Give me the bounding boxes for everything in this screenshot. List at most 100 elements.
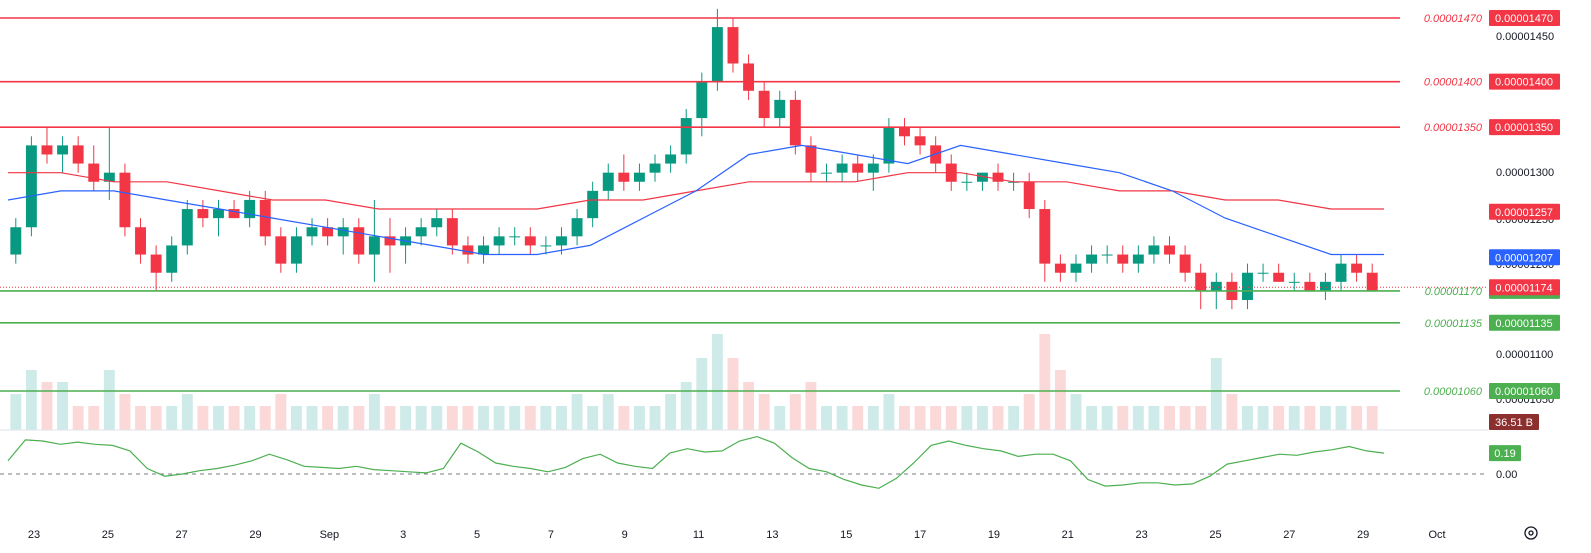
- candle-body: [181, 209, 193, 246]
- x-tick-label: 5: [474, 529, 480, 541]
- candle-body: [665, 154, 677, 164]
- candle: [665, 145, 677, 173]
- oscillator-line: [7, 435, 1385, 489]
- candle: [1086, 245, 1098, 273]
- candle: [836, 154, 848, 182]
- candle: [1335, 254, 1347, 291]
- candle: [867, 154, 879, 191]
- volume-bar: [1351, 406, 1363, 430]
- volume-bar: [805, 382, 817, 430]
- volume-bar: [1117, 406, 1129, 430]
- volume-bar: [945, 406, 957, 430]
- candle-body: [556, 236, 567, 246]
- candle-body: [119, 172, 131, 228]
- x-tick-label: 25: [102, 529, 114, 541]
- candle: [1351, 254, 1363, 282]
- level-tag: 0.00001350: [1489, 119, 1560, 136]
- price-tag: 0.00001207: [1489, 249, 1560, 266]
- candle: [961, 172, 973, 191]
- candle: [415, 218, 427, 246]
- volume-bar: [914, 406, 926, 430]
- candle: [774, 90, 786, 128]
- volume-bar: [228, 406, 240, 430]
- volume-bar: [1132, 406, 1144, 430]
- volume-bar: [244, 406, 256, 430]
- candle-body: [493, 236, 505, 246]
- candle: [368, 199, 380, 282]
- volume-tag-box: [1489, 414, 1539, 430]
- candle: [290, 227, 302, 273]
- x-tick-label: 9: [622, 529, 628, 541]
- candle-body: [25, 145, 37, 228]
- volume-bar: [1023, 394, 1035, 430]
- candle: [571, 209, 583, 246]
- level-label: 0.00001135: [1425, 318, 1483, 330]
- volume-bar: [524, 406, 536, 430]
- candle-body: [10, 227, 22, 255]
- candle-body: [711, 27, 723, 82]
- settings-icon[interactable]: [1524, 526, 1538, 540]
- volume-bar: [883, 394, 895, 430]
- volume-bar: [743, 382, 755, 430]
- candle: [587, 181, 599, 228]
- level-tag-text: 0.00001060: [1495, 386, 1553, 398]
- candle-body: [1164, 245, 1175, 255]
- x-tick-label: Oct: [1428, 529, 1445, 541]
- volume-bar: [259, 406, 271, 430]
- candle-body: [758, 90, 770, 119]
- volume-bar: [1039, 334, 1051, 430]
- candle-body: [135, 227, 146, 255]
- x-tick-label: 3: [400, 529, 406, 541]
- candle-body: [852, 163, 864, 173]
- volume-bar: [976, 406, 988, 430]
- candle: [10, 218, 22, 264]
- candle: [899, 118, 910, 146]
- candle: [431, 209, 443, 237]
- candle: [1070, 254, 1082, 282]
- level-tag-text: 0.00001350: [1495, 122, 1553, 134]
- candle-body: [1039, 209, 1051, 264]
- candle-body: [524, 236, 536, 246]
- candle: [119, 163, 131, 237]
- candle: [25, 136, 37, 237]
- candle-body: [1023, 181, 1035, 210]
- candle: [1101, 245, 1113, 264]
- candle: [649, 154, 661, 182]
- candle-body: [961, 181, 973, 183]
- volume-tag-text: 36.51 B: [1495, 417, 1533, 429]
- x-tick-label: 29: [1357, 529, 1369, 541]
- candle: [1366, 263, 1378, 291]
- candle-body: [587, 190, 599, 219]
- volume-bar: [213, 406, 224, 430]
- candle-body: [1242, 272, 1253, 301]
- level-label: 0.00001350: [1424, 122, 1483, 134]
- volume-bar: [415, 406, 427, 430]
- volume-bar: [353, 406, 365, 430]
- oscillator-value-tag: 0.19: [1489, 445, 1521, 462]
- candle-body: [103, 172, 115, 182]
- candle-body: [992, 172, 1004, 182]
- candle: [259, 190, 271, 246]
- volume-bar: [1304, 406, 1316, 430]
- volume-bar: [1242, 406, 1253, 430]
- candle: [602, 163, 614, 200]
- volume-bar: [306, 406, 318, 430]
- volume-bar: [1335, 406, 1347, 430]
- candle: [618, 154, 630, 191]
- candle-body: [1335, 263, 1347, 282]
- level-label: 0.00001060: [1424, 386, 1483, 398]
- candle-body: [899, 127, 910, 137]
- candle-body: [867, 163, 879, 173]
- volume-bar: [1273, 406, 1285, 430]
- candle: [135, 218, 146, 264]
- level-tag: 0.00001135: [1489, 314, 1560, 331]
- candle: [852, 154, 864, 182]
- ma-fast-line: [7, 144, 1384, 256]
- volume-bar: [150, 406, 162, 430]
- candle-body: [540, 245, 552, 247]
- volume-bar: [181, 394, 193, 430]
- volume-bar: [1366, 406, 1378, 430]
- volume-bar: [1210, 358, 1222, 430]
